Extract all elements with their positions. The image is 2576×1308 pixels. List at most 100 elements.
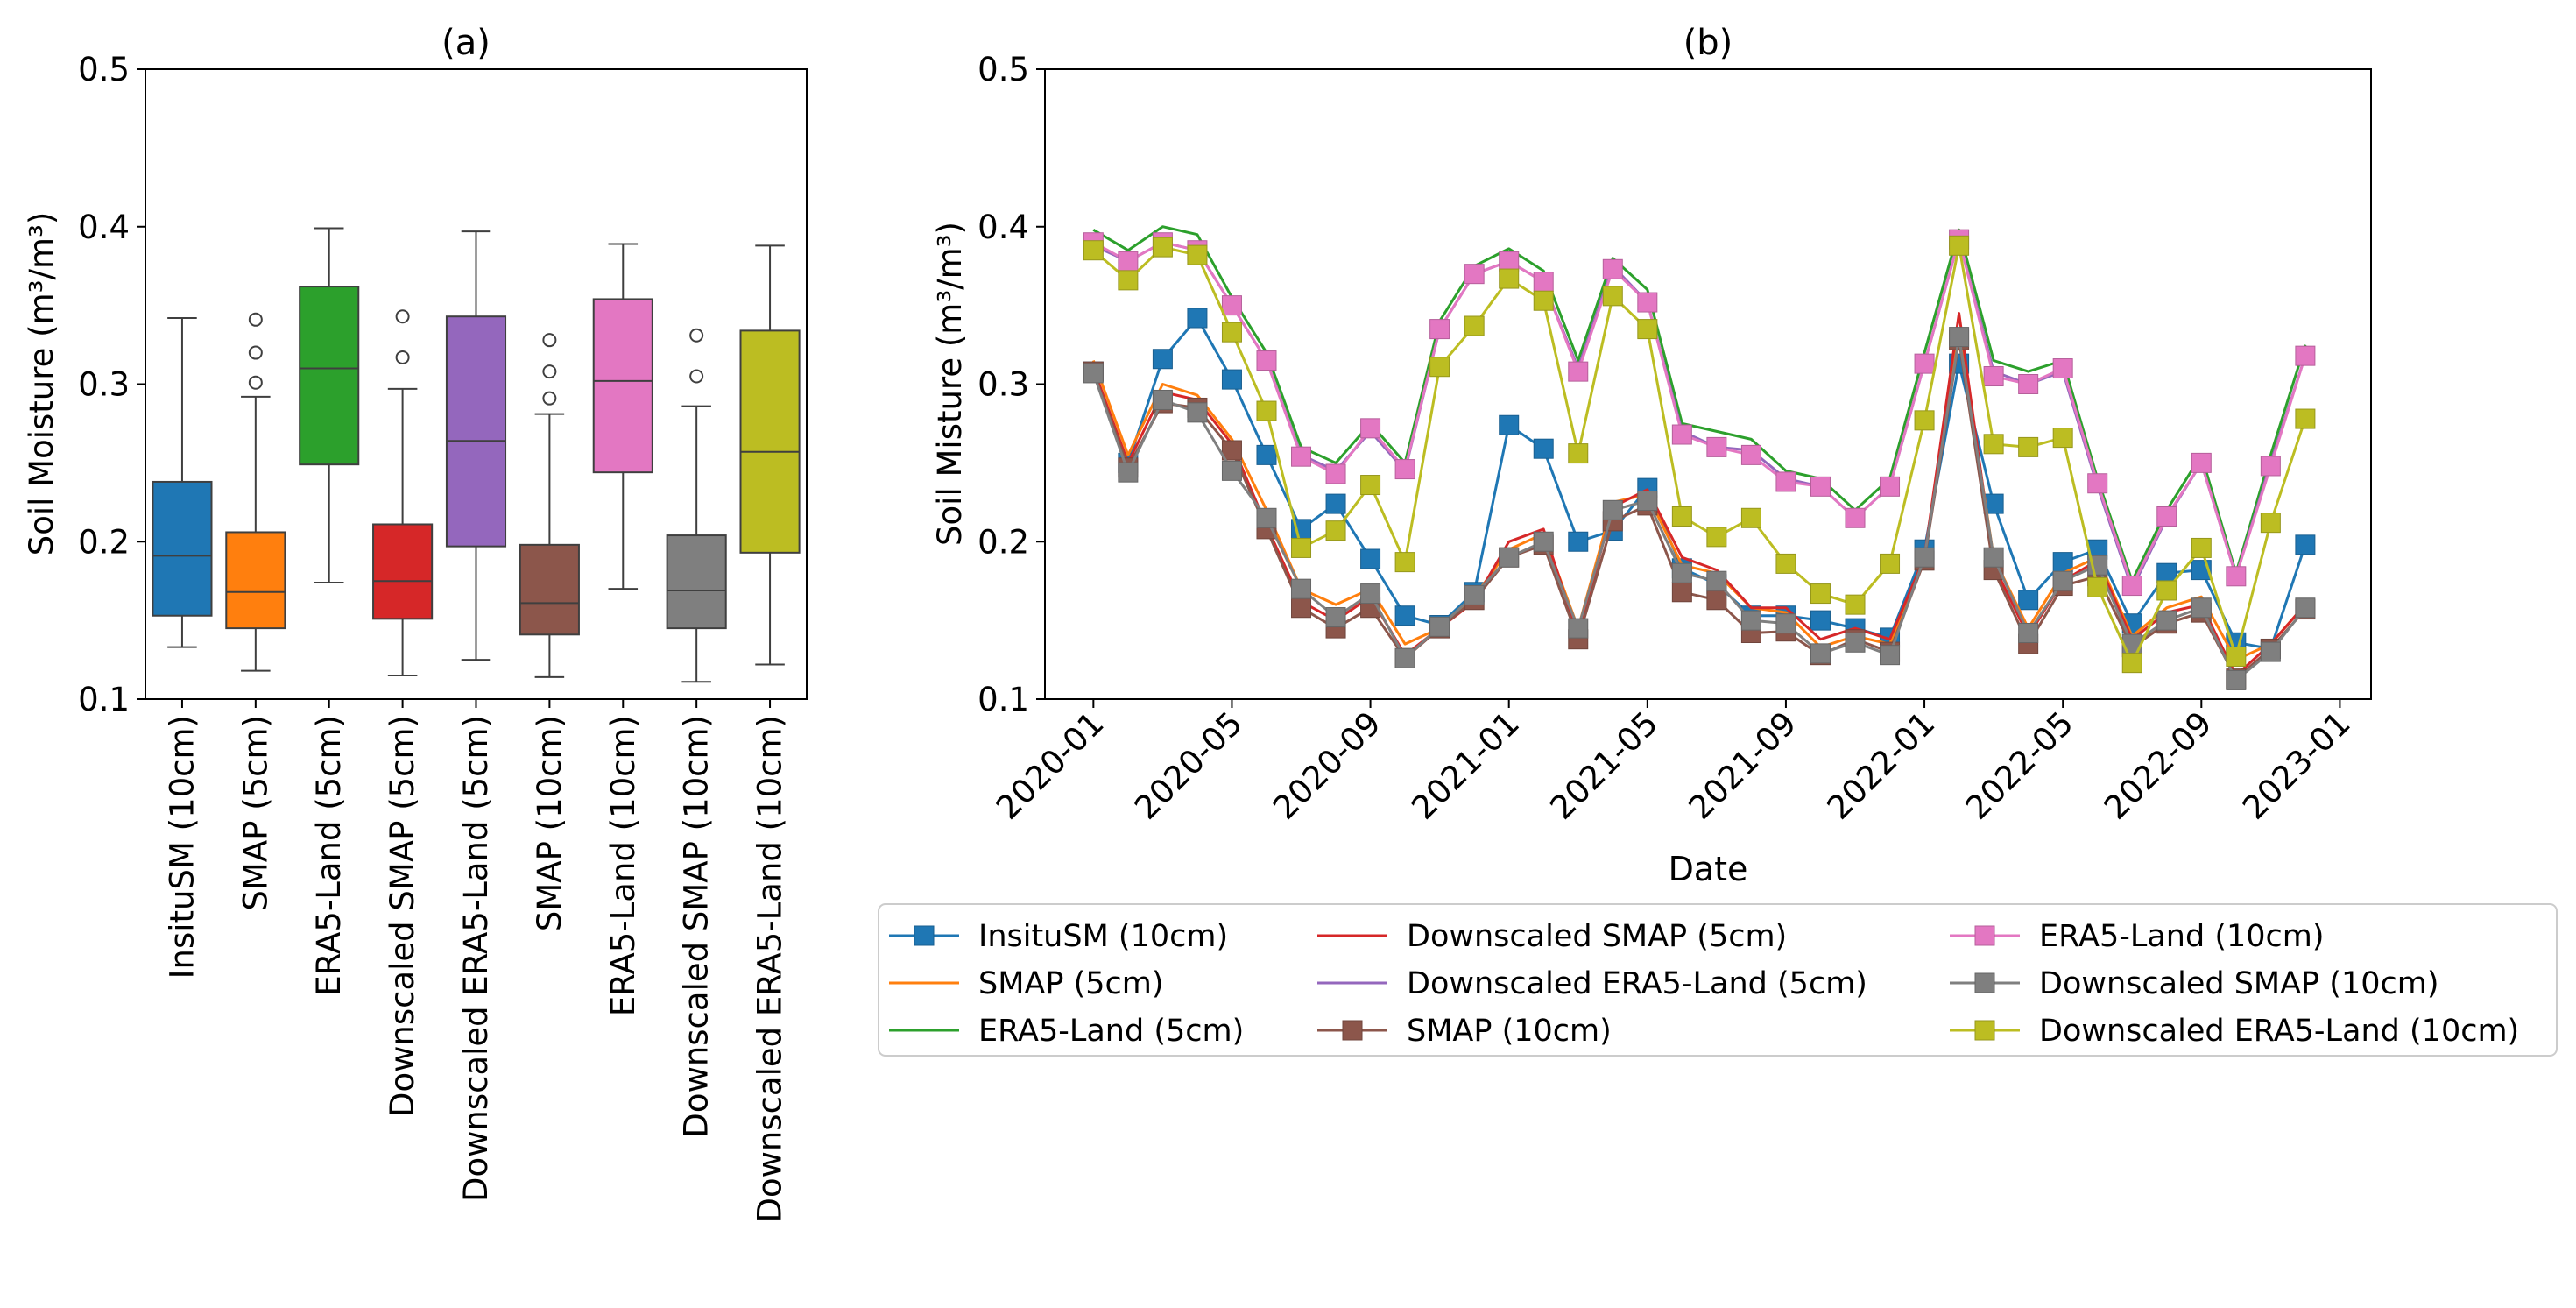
series-marker <box>1533 531 1554 552</box>
series-marker <box>2226 646 2247 667</box>
chart-a-title: (a) <box>441 23 490 63</box>
series-marker <box>1221 322 1242 343</box>
series-marker <box>1394 552 1415 573</box>
series-marker <box>2295 408 2316 429</box>
series-marker <box>1740 507 1761 528</box>
y-tick-label: 0.3 <box>977 366 1029 404</box>
series-marker <box>1187 308 1208 329</box>
series-marker <box>1602 258 1623 279</box>
series-marker <box>1810 583 1831 605</box>
series-marker <box>1637 491 1658 512</box>
series-marker <box>1256 444 1277 465</box>
legend-marker <box>1974 1020 1995 1041</box>
series-marker <box>1880 553 1901 574</box>
chart-b-title: (b) <box>1683 23 1733 63</box>
box-outlier <box>542 333 557 348</box>
box-outlier <box>248 312 263 327</box>
box-7 <box>592 243 653 590</box>
series-marker <box>1740 444 1761 465</box>
series-marker <box>2052 428 2073 449</box>
box-outlier <box>395 350 410 364</box>
legend-item: InsituSM (10cm) <box>889 919 1228 954</box>
series-marker <box>1152 349 1173 370</box>
y-tick-label: 0.2 <box>977 523 1029 561</box>
y-tick-label: 0.4 <box>78 209 130 246</box>
series-line <box>1092 225 2307 583</box>
y-tick-label: 0.5 <box>977 51 1029 88</box>
legend-label: ERA5-Land (10cm) <box>2039 919 2325 954</box>
x-tick-label: Downscaled ERA5-Land (10cm) <box>752 715 789 1223</box>
series-marker <box>2260 456 2281 477</box>
x-tick-label: InsituSM (10cm) <box>163 715 201 979</box>
series-marker <box>1256 350 1277 371</box>
series-marker <box>1845 507 1866 528</box>
series-marker <box>2156 506 2177 527</box>
x-tick-label: SMAP (5cm) <box>236 715 274 911</box>
box-9 <box>739 244 801 666</box>
legend-marker <box>1974 925 1995 946</box>
series-marker <box>1775 613 1796 634</box>
series-marker <box>1845 594 1866 615</box>
series-marker <box>2018 374 2039 394</box>
x-tick-label: ERA5-Land (5cm) <box>310 715 348 996</box>
box-body <box>225 531 286 630</box>
box-outlier <box>689 328 704 343</box>
legend-label: ERA5-Land (5cm) <box>978 1014 1244 1049</box>
series-marker <box>1291 578 1312 599</box>
series-marker <box>1568 361 1589 382</box>
series-marker <box>1083 240 1104 261</box>
box-body <box>152 480 213 617</box>
series-line <box>1092 244 2307 665</box>
series-marker <box>1533 290 1554 311</box>
series-marker <box>1221 440 1242 461</box>
legend-item: Downscaled SMAP (5cm) <box>1317 919 1787 954</box>
series-marker <box>1568 443 1589 464</box>
series-marker <box>2052 358 2073 379</box>
chart-b-ylabel: Soil Misture (m³/m³) <box>931 222 969 546</box>
legend-marker <box>914 925 935 946</box>
series-marker <box>2191 537 2212 558</box>
series-marker <box>2156 562 2177 583</box>
series-marker <box>1499 268 1520 289</box>
legend-item: Downscaled SMAP (10cm) <box>1950 966 2438 1001</box>
legend-label: SMAP (5cm) <box>978 966 1164 1001</box>
box-outlier <box>542 364 557 379</box>
series-marker <box>1118 270 1139 291</box>
box-outlier <box>248 375 263 390</box>
series-marker <box>1118 251 1139 272</box>
series-marker <box>1291 597 1312 619</box>
series-marker <box>1291 446 1312 467</box>
series-marker <box>1187 244 1208 265</box>
series-marker <box>1637 292 1658 313</box>
series-marker <box>1533 438 1554 459</box>
series-marker <box>2087 576 2108 597</box>
legend-frame <box>878 903 2558 1057</box>
series-marker <box>1360 583 1381 605</box>
legend-label: Downscaled ERA5-Land (10cm) <box>2039 1014 2519 1049</box>
series-marker <box>1221 369 1242 390</box>
legend: InsituSM (10cm) SMAP (5cm) ERA5-Land (5cm)… <box>878 903 2558 1057</box>
series-marker <box>1187 402 1208 423</box>
series-marker <box>1706 570 1727 591</box>
series-marker <box>1394 459 1415 480</box>
series-marker <box>2295 534 2316 555</box>
legend-label: Downscaled SMAP (10cm) <box>2039 966 2438 1001</box>
series-marker <box>2018 623 2039 644</box>
series-marker <box>2156 610 2177 631</box>
series-marker <box>1671 582 1692 603</box>
box-body <box>592 298 653 474</box>
series-marker <box>1325 520 1346 541</box>
series-marker <box>1671 506 1692 527</box>
series-3 <box>1092 225 2307 583</box>
box-8 <box>666 328 727 683</box>
box-4 <box>372 309 434 677</box>
series-marker <box>1429 616 1450 637</box>
series-marker <box>1256 400 1277 421</box>
series-marker <box>2260 513 2281 534</box>
series-marker <box>1810 643 1831 664</box>
series-marker <box>1671 562 1692 583</box>
legend-label: SMAP (10cm) <box>1407 1014 1612 1049</box>
series-marker <box>2121 653 2142 674</box>
x-tick-label: Downscaled SMAP (5cm) <box>384 715 421 1117</box>
